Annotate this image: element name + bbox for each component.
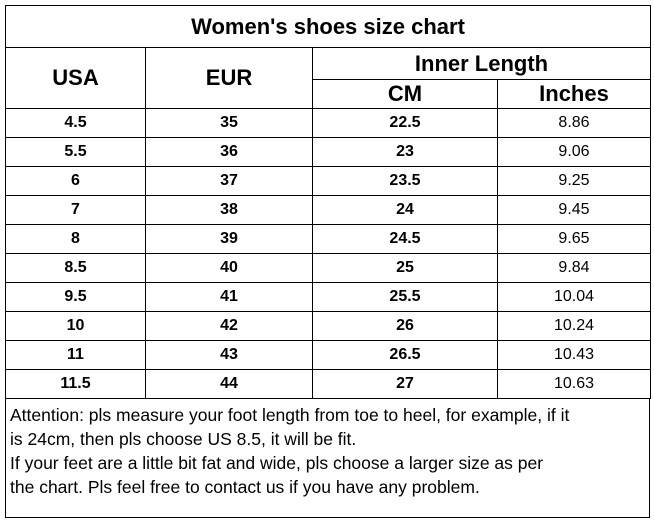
table-cell: 37 xyxy=(145,166,313,196)
note-line: Attention: pls measure your foot length … xyxy=(10,405,570,425)
size-table: Women's shoes size chart USA EUR Inner L… xyxy=(5,5,651,399)
size-chart: Women's shoes size chart USA EUR Inner L… xyxy=(5,5,651,520)
table-cell: 24 xyxy=(312,195,498,225)
table-cell: 41 xyxy=(145,282,313,312)
header-group: Inner Length xyxy=(312,47,651,80)
table-row: 5.5 36 23 9.06 xyxy=(5,137,651,167)
table-cell: 42 xyxy=(145,311,313,341)
table-cell: 10.43 xyxy=(497,340,651,370)
table-cell: 10.24 xyxy=(497,311,651,341)
table-title: Women's shoes size chart xyxy=(5,5,651,48)
table-row: 10 42 26 10.24 xyxy=(5,311,651,341)
table-row: 11.5 44 27 10.63 xyxy=(5,369,651,399)
table-cell: 10.63 xyxy=(497,369,651,399)
note-line: the chart. Pls feel free to contact us i… xyxy=(10,477,480,497)
table-row: 8.5 40 25 9.84 xyxy=(5,253,651,283)
table-cell: 25 xyxy=(312,253,498,283)
table-row: 11 43 26.5 10.43 xyxy=(5,340,651,370)
table-cell: 9.84 xyxy=(497,253,651,283)
header-cell: USA xyxy=(5,47,146,109)
table-cell: 9.06 xyxy=(497,137,651,167)
table-cell: 11.5 xyxy=(5,369,146,399)
table-cell: 27 xyxy=(312,369,498,399)
header-cell: CM xyxy=(312,79,498,109)
table-row: 6 37 23.5 9.25 xyxy=(5,166,651,196)
table-cell: 40 xyxy=(145,253,313,283)
table-cell: 6 xyxy=(5,166,146,196)
table-cell: 7 xyxy=(5,195,146,225)
table-cell: 38 xyxy=(145,195,313,225)
table-cell: 8.86 xyxy=(497,108,651,138)
table-row: 8 39 24.5 9.65 xyxy=(5,224,651,254)
table-cell: 10.04 xyxy=(497,282,651,312)
table-cell: 39 xyxy=(145,224,313,254)
table-cell: 10 xyxy=(5,311,146,341)
table-cell: 9.5 xyxy=(5,282,146,312)
note: Attention: pls measure your foot length … xyxy=(5,399,650,518)
table-cell: 23 xyxy=(312,137,498,167)
table-row: 4.5 35 22.5 8.86 xyxy=(5,108,651,138)
table-cell: 26.5 xyxy=(312,340,498,370)
table-cell: 26 xyxy=(312,311,498,341)
table-row: 9.5 41 25.5 10.04 xyxy=(5,282,651,312)
table-cell: 5.5 xyxy=(5,137,146,167)
table-cell: 22.5 xyxy=(312,108,498,138)
table-cell: 11 xyxy=(5,340,146,370)
header-cell: Inches xyxy=(497,79,651,109)
table-cell: 8.5 xyxy=(5,253,146,283)
table-cell: 8 xyxy=(5,224,146,254)
table-cell: 4.5 xyxy=(5,108,146,138)
header-cell: EUR xyxy=(145,47,313,109)
table-cell: 35 xyxy=(145,108,313,138)
note-line: is 24cm, then pls choose US 8.5, it will… xyxy=(10,429,357,449)
table-row: 7 38 24 9.45 xyxy=(5,195,651,225)
table-cell: 25.5 xyxy=(312,282,498,312)
table-cell: 9.45 xyxy=(497,195,651,225)
table-cell: 9.65 xyxy=(497,224,651,254)
table-cell: 43 xyxy=(145,340,313,370)
table-cell: 23.5 xyxy=(312,166,498,196)
table-cell: 9.25 xyxy=(497,166,651,196)
note-line: If your feet are a little bit fat and wi… xyxy=(10,453,544,473)
table-cell: 24.5 xyxy=(312,224,498,254)
table-cell: 36 xyxy=(145,137,313,167)
table-cell: 44 xyxy=(145,369,313,399)
